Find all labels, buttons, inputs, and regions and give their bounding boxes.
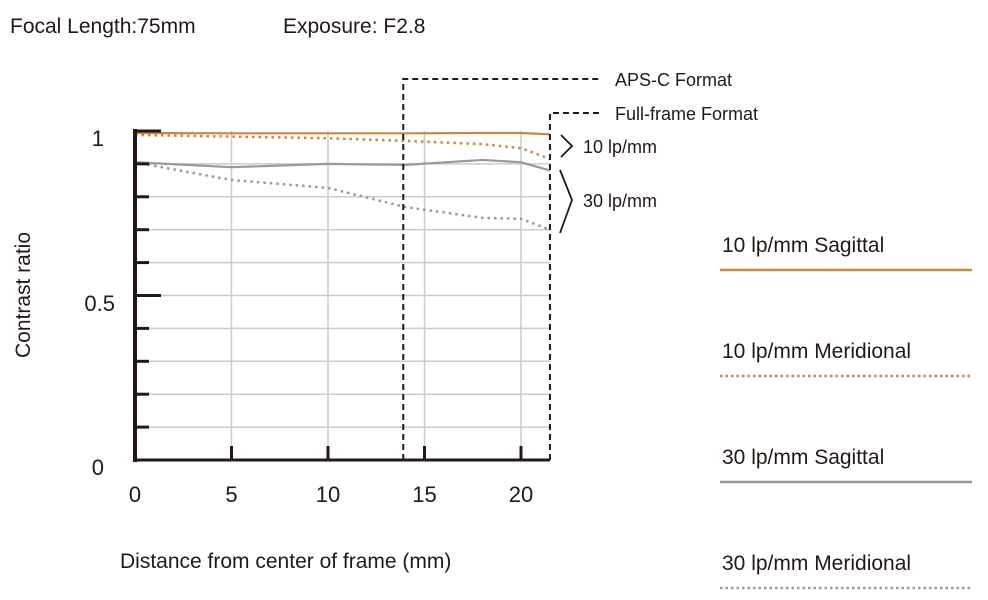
exposure-label: Exposure: F2.8 [283,15,425,38]
x-tick-label: 5 [225,482,237,507]
aps-c-label: APS-C Format [615,70,732,90]
group-label-10: 10 lp/mm [583,137,657,157]
legend-label: 30 lp/mm Sagittal [722,446,884,469]
focal-length-label: Focal Length:75mm [10,15,196,38]
series-line-0 [134,131,550,136]
legend-label: 10 lp/mm Sagittal [722,234,884,257]
x-tick-label: 0 [129,482,141,507]
x-tick-label: 10 [316,482,340,507]
x-axis-label: Distance from center of frame (mm) [120,550,451,573]
legend-label: 10 lp/mm Meridional [722,340,911,363]
full-frame-label: Full-frame Format [615,104,758,124]
group-label-30: 30 lp/mm [583,191,657,211]
series-line-1 [134,133,551,161]
aps-c-marker-line [402,78,600,460]
y-tick-label: 1 [92,126,104,151]
bracket-30lpmm [559,169,573,234]
y-tick-label: 0 [92,455,104,480]
x-tick-label: 15 [412,482,436,507]
series-line-3 [134,161,551,231]
bracket-10lpmm [560,134,574,158]
legend-label: 30 lp/mm Meridional [722,552,911,575]
x-tick-label: 20 [509,482,533,507]
series-line-2 [134,158,551,172]
full-frame-marker-line [548,112,600,460]
y-axis-label: Contrast ratio [12,232,35,358]
y-tick-label: 0.5 [84,291,115,316]
